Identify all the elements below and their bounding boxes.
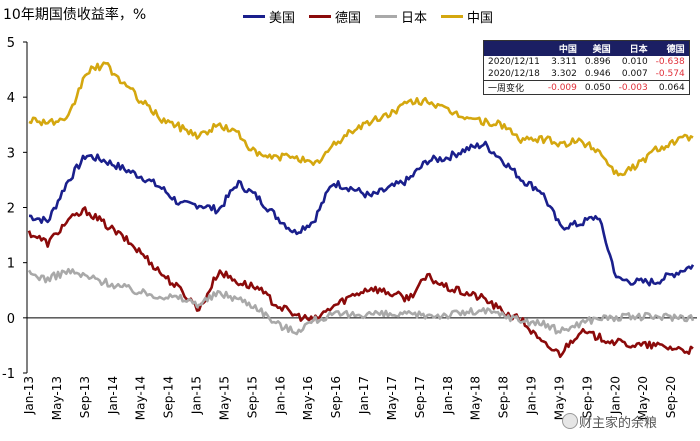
summary-cell: 0.050 xyxy=(580,80,615,95)
series-line-jp xyxy=(27,267,695,336)
x-tick-label: Jan-16 xyxy=(273,376,287,415)
legend-item-de: 德国 xyxy=(309,7,361,26)
chart-title: 10年期国债收益率，% xyxy=(3,7,147,23)
x-tick-label: Jan-15 xyxy=(190,376,204,415)
y-tick-label: 1 xyxy=(7,257,15,272)
legend-label-us: 美国 xyxy=(269,11,296,26)
summary-row: 一周变化 -0.009 0.050 -0.003 0.064 xyxy=(483,80,690,95)
summary-row-label: 一周变化 xyxy=(483,80,544,95)
x-tick-label: Jan-18 xyxy=(441,376,455,415)
x-tick-label: Sep-15 xyxy=(245,376,259,418)
summary-row-label: 2020/12/11 xyxy=(488,57,540,67)
legend-swatch-de xyxy=(309,15,332,18)
x-tick-label: May-18 xyxy=(469,376,483,420)
y-tick-label: -1 xyxy=(2,367,15,382)
x-tick-label: May-17 xyxy=(385,376,399,420)
summary-cell: -0.003 xyxy=(614,80,652,95)
x-tick-label: May-15 xyxy=(217,376,231,420)
summary-header-cn: 中国 xyxy=(543,40,581,56)
series-line-cn xyxy=(28,61,694,177)
series-line-us xyxy=(28,140,695,287)
x-tick-label: Sep-19 xyxy=(580,376,594,418)
summary-header-row: 中国 美国 日本 德国 xyxy=(483,40,690,56)
summary-cell: 0.896 xyxy=(584,57,611,67)
summary-cell: -0.574 xyxy=(655,69,685,79)
x-tick-label: Sep-17 xyxy=(413,376,427,418)
x-tick-label: May-20 xyxy=(636,376,650,420)
summary-header-jp: 日本 xyxy=(614,40,652,56)
legend-label-de: 德国 xyxy=(335,11,362,26)
x-tick-label: Jan-13 xyxy=(22,376,36,415)
legend-label-cn: 中国 xyxy=(467,11,494,26)
summary-cell: 0.010 xyxy=(621,57,648,67)
x-tick-label: Sep-13 xyxy=(78,376,92,418)
x-tick-label: May-14 xyxy=(134,376,148,420)
y-tick-label: 4 xyxy=(7,91,15,106)
summary-cell: 3.311 xyxy=(551,57,577,67)
summary-cell: 3.302 xyxy=(551,69,577,79)
watermark-icon xyxy=(562,413,578,429)
x-tick-label: Jan-17 xyxy=(357,376,371,415)
x-tick-label: Sep-16 xyxy=(329,376,343,418)
y-tick-label: 0 xyxy=(7,312,15,327)
summary-cell: 0.007 xyxy=(621,69,648,79)
summary-cell: 0.064 xyxy=(651,80,690,95)
summary-row: 2020/12/11 3.311 0.896 0.010 -0.638 xyxy=(484,56,690,68)
summary-row-label: 2020/12/18 xyxy=(488,69,540,79)
y-tick-label: 5 xyxy=(7,36,15,51)
series-line-de xyxy=(27,206,694,359)
summary-row: 2020/12/18 3.302 0.946 0.007 -0.574 xyxy=(484,68,690,81)
x-tick-label: May-13 xyxy=(50,376,64,420)
y-tick-label: 2 xyxy=(7,202,15,217)
y-tick-label: 3 xyxy=(7,146,15,161)
x-tick-label: Jan-19 xyxy=(525,376,539,415)
summary-table: 中国 美国 日本 德国 2020/12/11 3.311 0.896 0.010… xyxy=(483,40,690,95)
x-tick-label: Jan-20 xyxy=(608,376,622,415)
summary-cell: -0.638 xyxy=(655,57,685,67)
watermark: 财主家的余粮 xyxy=(579,416,658,431)
x-tick-label: Sep-20 xyxy=(664,376,678,418)
x-tick-label: Sep-18 xyxy=(497,376,511,418)
legend-item-cn: 中国 xyxy=(441,7,493,26)
legend: 美国 德国 日本 中国 xyxy=(243,7,493,26)
summary-cell: 0.946 xyxy=(584,69,611,79)
legend-swatch-us xyxy=(243,15,265,18)
x-tick-label: Sep-14 xyxy=(162,376,176,418)
x-tick-label: May-16 xyxy=(301,376,315,420)
summary-header-blank xyxy=(483,40,544,56)
legend-item-us: 美国 xyxy=(243,7,295,26)
x-tick-label: May-19 xyxy=(552,376,566,420)
summary-cell: -0.009 xyxy=(543,80,581,95)
x-tick-label: Jan-14 xyxy=(106,376,120,415)
legend-swatch-cn xyxy=(441,15,464,18)
legend-swatch-jp xyxy=(375,15,398,18)
summary-header-de: 德国 xyxy=(651,40,690,56)
legend-item-jp: 日本 xyxy=(375,7,427,26)
legend-label-jp: 日本 xyxy=(401,11,428,26)
summary-header-us: 美国 xyxy=(580,40,615,56)
